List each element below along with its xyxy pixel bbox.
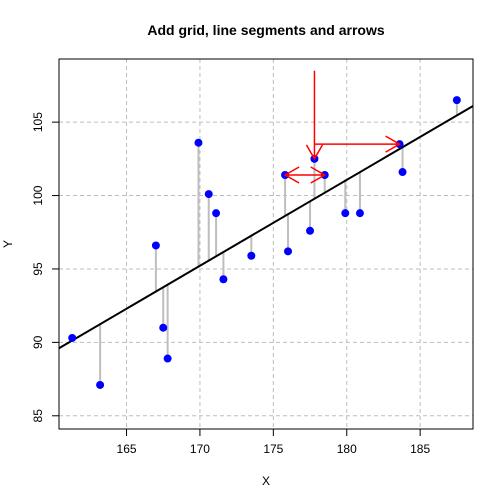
x-tick-label: 170 (190, 442, 210, 456)
arrow-head (385, 135, 402, 153)
data-point (194, 138, 203, 147)
data-point (398, 168, 407, 177)
data-point (151, 241, 160, 250)
data-point (306, 226, 315, 235)
data-point (204, 190, 213, 199)
y-tick-label: 105 (31, 112, 45, 132)
data-point (163, 354, 172, 363)
data-point (452, 96, 461, 105)
annotation-arrows (283, 70, 402, 184)
data-points (68, 96, 461, 389)
regression-line (58, 105, 474, 350)
y-tick-label: 90 (31, 335, 45, 349)
data-point (284, 247, 293, 256)
chart-title: Add grid, line segments and arrows (147, 22, 384, 38)
data-point (355, 209, 364, 218)
x-tick-label: 165 (117, 442, 137, 456)
residual-segments (71, 100, 458, 385)
data-point (68, 333, 77, 342)
arrow-head (310, 166, 327, 184)
data-point (247, 251, 256, 260)
arrow-head (305, 144, 324, 161)
data-point (96, 380, 105, 389)
y-tick-label: 95 (31, 262, 45, 276)
arrow-head (283, 166, 300, 184)
data-point (212, 209, 221, 218)
y-axis-label: Y (1, 240, 15, 248)
y-tick-label: 100 (31, 185, 45, 205)
regression-line-layer (58, 105, 474, 350)
plot-border (58, 58, 474, 430)
x-tick-label: 175 (263, 442, 283, 456)
data-point (159, 323, 168, 332)
data-point (219, 275, 228, 284)
x-tick-label: 185 (410, 442, 430, 456)
x-tick-label: 180 (337, 442, 357, 456)
axes: 165 170 175 180 185 85 90 95 100 105 (31, 112, 430, 456)
data-point (341, 209, 350, 218)
x-axis-label: X (262, 474, 270, 488)
grid-layer (59, 59, 473, 429)
y-tick-label: 85 (31, 409, 45, 423)
